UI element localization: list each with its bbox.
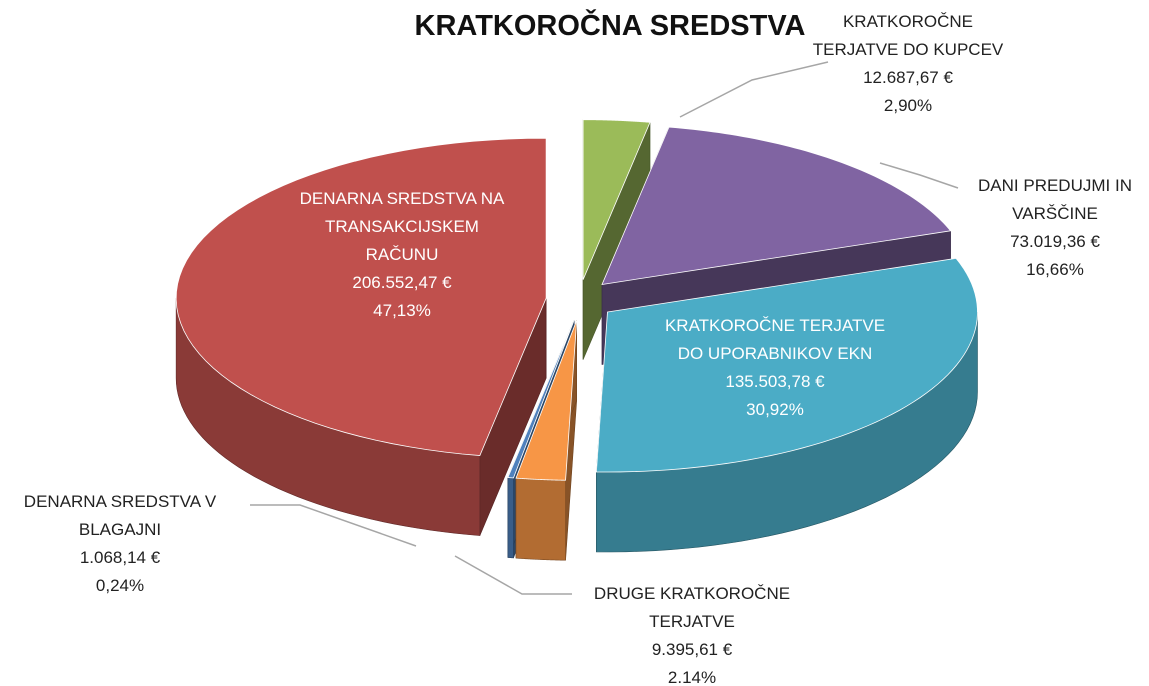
data-label: DENARNA SREDSTVA V BLAGAJNI 1.068,14 € 0,2… (8, 488, 233, 600)
slice-top (507, 319, 575, 479)
category-label: DENARNA SREDSTVA NA TRANSAKCIJSKEM RAČUN… (299, 189, 505, 264)
value-label: 1.068,14 € (79, 548, 161, 567)
data-label: DANI PREDUJMI IN VARŠČINE 73.019,36 € 16,6… (958, 172, 1149, 284)
data-label: KRATKOROČNE TERJATVE DO KUPCEV 12.687,67 … (798, 8, 1018, 120)
slice-rim (507, 477, 514, 559)
percent-label: 47,13% (373, 301, 431, 320)
slice-top (175, 137, 547, 457)
percent-label: 2,90% (883, 96, 933, 115)
value-label: 135.503,78 € (725, 372, 825, 391)
percent-label: 30,92% (746, 400, 804, 419)
data-label: KRATKOROČNE TERJATVE DO UPORABNIKOV EKN 1… (650, 312, 900, 424)
slice (175, 137, 547, 536)
slice-top (601, 126, 952, 285)
data-label: DRUGE KRATKOROČNE TERJATVE 9.395,61 € 2.14… (577, 580, 807, 686)
value-label: 73.019,36 € (1010, 232, 1100, 251)
leader-line (454, 555, 572, 595)
slice (595, 257, 978, 553)
value-label: 12.687,67 € (863, 68, 953, 87)
data-label: DENARNA SREDSTVA NA TRANSAKCIJSKEM RAČUN… (300, 185, 505, 325)
percent-label: 16,66% (1026, 260, 1084, 279)
slice-top (582, 119, 651, 280)
leader-line (250, 504, 417, 547)
slice (582, 119, 651, 360)
category-label: DANI PREDUJMI IN VARŠČINE (978, 176, 1132, 223)
category-label: DENARNA SREDSTVA V BLAGAJNI (23, 492, 217, 539)
category-label: KRATKOROČNE TERJATVE DO UPORABNIKOV EKN (664, 316, 886, 363)
slice (515, 320, 578, 561)
slice-top (595, 257, 978, 473)
percent-label: 0,24% (95, 576, 145, 595)
chart-title: KRATKOROČNA SREDSTVA (414, 10, 806, 42)
value-label: 9.395,61 € (651, 640, 733, 659)
slice-rim (515, 477, 566, 561)
leader-line (879, 162, 959, 189)
leader-line (679, 61, 829, 118)
percent-label: 2.14% (667, 668, 717, 686)
category-label: KRATKOROČNE TERJATVE DO KUPCEV (812, 12, 1004, 59)
category-label: DRUGE KRATKOROČNE TERJATVE (593, 584, 791, 631)
slice-top (515, 320, 578, 481)
value-label: 206.552,47 € (352, 273, 452, 292)
